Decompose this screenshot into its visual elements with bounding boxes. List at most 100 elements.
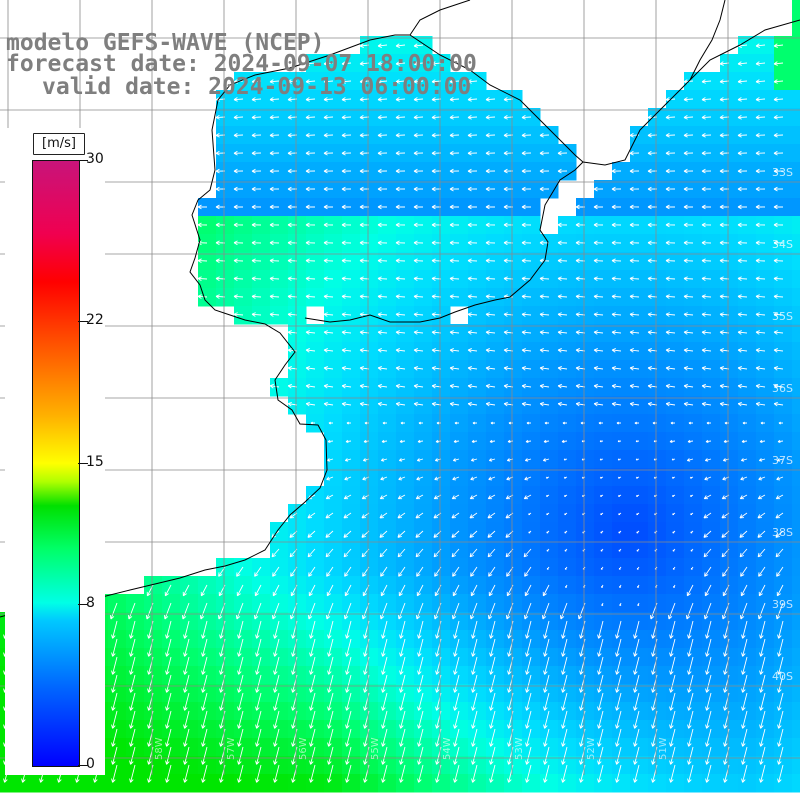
field-cell	[414, 72, 433, 91]
field-cell	[396, 504, 415, 523]
field-cell	[756, 162, 775, 181]
wind-arrow	[615, 656, 622, 675]
wind-arrow	[359, 401, 370, 407]
wind-arrow	[665, 330, 676, 335]
field-cell	[414, 378, 433, 397]
field-cell	[612, 180, 631, 199]
wind-arrow	[525, 620, 532, 639]
wind-arrow	[689, 476, 694, 479]
wind-arrow	[233, 294, 244, 299]
wind-arrow	[701, 150, 712, 156]
field-cell	[378, 36, 397, 55]
wind-arrow	[255, 656, 262, 675]
wind-arrow	[471, 439, 478, 444]
field-cell	[684, 486, 703, 505]
wind-arrow	[633, 638, 640, 657]
field-cell	[792, 720, 800, 739]
wind-arrow	[251, 186, 262, 192]
wind-arrow	[413, 222, 424, 228]
wind-arrow	[688, 421, 694, 425]
wind-arrow	[305, 204, 316, 210]
wind-arrow	[701, 168, 712, 174]
field-cell	[360, 342, 379, 361]
wind-arrow	[467, 312, 478, 317]
field-cell	[324, 90, 343, 109]
wind-arrow	[305, 240, 316, 246]
wind-arrow	[737, 79, 748, 84]
wind-arrow	[759, 620, 766, 639]
wind-arrow	[215, 258, 226, 264]
field-cell	[396, 162, 415, 181]
wind-arrow	[775, 602, 784, 620]
wind-arrow	[593, 294, 604, 299]
wind-arrow	[647, 312, 658, 317]
wind-arrow	[557, 258, 568, 264]
wind-arrow	[344, 458, 352, 462]
field-cell	[702, 144, 721, 163]
wind-arrow	[521, 348, 532, 353]
wind-arrow	[719, 258, 730, 264]
field-cell	[396, 90, 415, 109]
wind-arrow	[255, 764, 262, 783]
wind-arrow	[323, 330, 334, 335]
wind-arrow	[611, 168, 622, 174]
wind-arrow	[539, 150, 550, 156]
field-cell	[396, 198, 415, 217]
wind-arrow	[543, 638, 550, 657]
field-cell	[558, 252, 577, 271]
field-cell	[396, 54, 415, 73]
wind-arrow	[323, 97, 334, 102]
field-cell	[630, 360, 649, 379]
field-cell	[630, 378, 649, 397]
field-cell	[648, 144, 667, 163]
wind-arrow	[341, 240, 352, 246]
wind-arrow	[683, 150, 694, 156]
field-cell	[630, 216, 649, 235]
wind-arrow	[287, 132, 298, 138]
field-cell	[216, 216, 235, 235]
field-cell	[792, 504, 800, 523]
field-cell	[378, 522, 397, 541]
wind-arrow	[413, 276, 424, 281]
wind-arrow	[467, 401, 478, 407]
field-cell	[504, 198, 523, 217]
wind-arrow	[521, 132, 532, 138]
wind-arrow	[341, 61, 352, 66]
wind-arrow	[557, 240, 568, 246]
field-cell	[270, 270, 289, 289]
wind-arrow	[272, 566, 280, 577]
field-cell	[360, 378, 379, 397]
wind-arrow	[629, 204, 640, 210]
field-cell	[288, 198, 307, 217]
wind-arrow	[323, 258, 334, 264]
field-cell	[630, 468, 649, 487]
field-cell	[774, 90, 793, 109]
field-cell	[648, 162, 667, 181]
field-cell	[738, 288, 757, 307]
wind-arrow	[273, 674, 280, 693]
field-cell	[486, 162, 505, 181]
wind-arrow	[379, 494, 388, 500]
wind-arrow	[524, 566, 532, 577]
wind-arrow	[251, 150, 262, 156]
wind-arrow	[215, 168, 226, 174]
field-cell	[792, 270, 800, 289]
wind-arrow	[521, 294, 532, 299]
field-cell	[558, 396, 577, 415]
wind-arrow	[359, 258, 370, 264]
wind-arrow	[489, 692, 496, 711]
wind-arrow	[233, 186, 244, 192]
wind-arrow	[453, 674, 460, 693]
wind-arrow	[165, 764, 172, 783]
longitude-label: 54W	[442, 737, 453, 760]
field-cell	[468, 288, 487, 307]
field-cell	[342, 270, 361, 289]
field-cell	[558, 522, 577, 541]
field-cell	[360, 450, 379, 469]
field-cell	[324, 54, 343, 73]
wind-arrow	[629, 330, 640, 335]
wind-arrow	[251, 258, 262, 264]
field-cell	[306, 72, 325, 91]
wind-arrow	[449, 383, 460, 389]
field-cell	[702, 414, 721, 433]
